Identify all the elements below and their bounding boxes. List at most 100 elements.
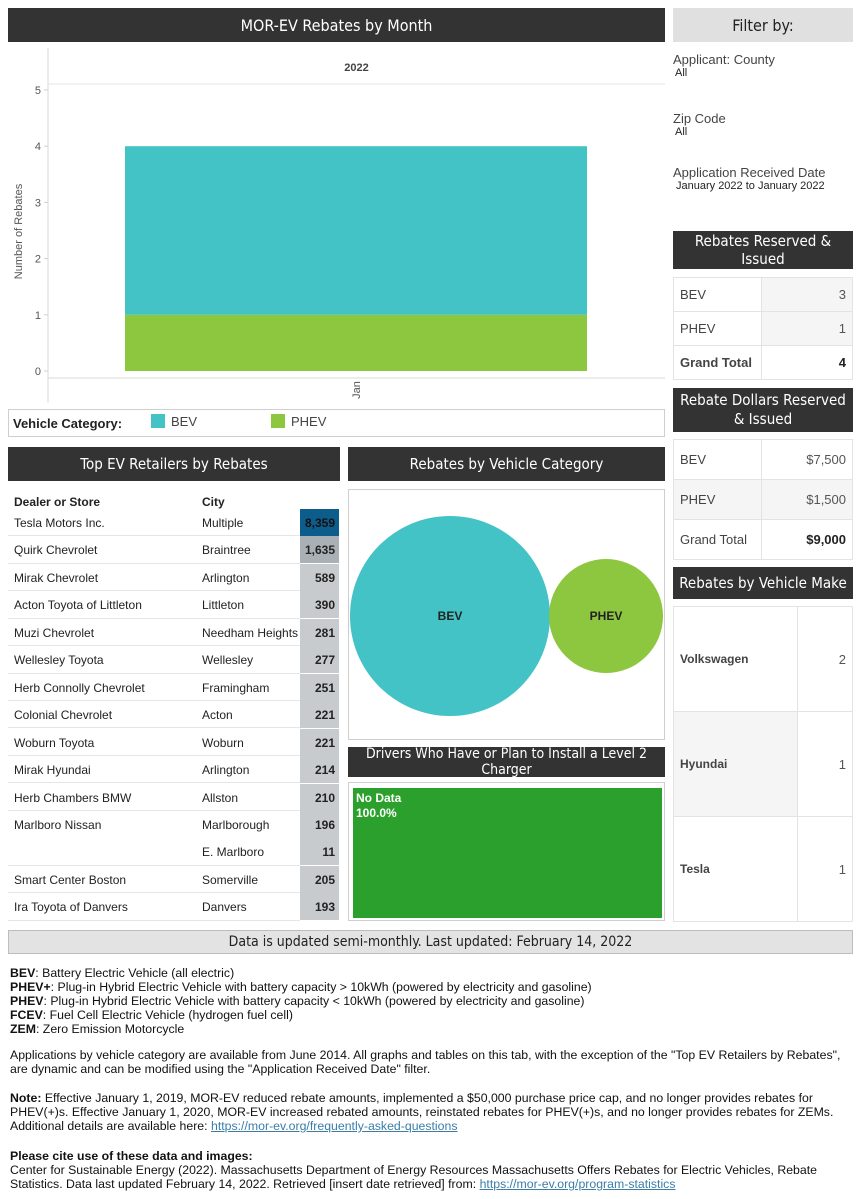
table-row: Quirk Chevrolet Braintree 1,635 [8,536,340,564]
dealer-city: Woburn [202,735,244,750]
total-label: Grand Total [673,519,762,560]
table-row: E. Marlboro 11 [8,838,340,866]
zip-filter-value[interactable]: All [675,126,688,138]
legend-item-bev[interactable]: BEV [171,414,198,429]
bubble-bev[interactable] [350,516,550,716]
dealer-city: Arlington [202,763,250,778]
reserved-issued-title: Rebates Reserved & Issued [673,231,853,269]
rebate-count: 196 [300,810,339,838]
dealer-city: Braintree [202,543,251,558]
dealer-name: Quirk Chevrolet [14,543,98,558]
rebate-count: 205 [300,865,339,893]
y-tick-label: 0 [35,366,41,378]
treemap-cell-no-data[interactable]: No Data 100.0% [353,788,662,918]
dealer-city: Marlborough [202,817,270,832]
table-row: Ira Toyota of Danvers Danvers 193 [8,893,340,921]
dealer-name: Mirak Chevrolet [14,570,99,585]
rebate-count: 221 [300,728,339,756]
category-title: Rebates by Vehicle Category [348,447,665,481]
y-tick-label: 4 [35,141,41,153]
dealer-city: Acton [202,708,233,723]
program-stats-link[interactable]: https://mor-ev.org/program-statistics [479,1177,676,1191]
dealer-name: Muzi Chevrolet [14,625,95,640]
make-count: 1 [797,816,853,922]
make-title: Rebates by Vehicle Make [673,567,853,599]
main-chart-title: MOR-EV Rebates by Month [8,8,665,42]
row-divider [8,699,300,701]
bar-bev-jan[interactable] [125,146,587,315]
make-table: Volkswagen 2 Hyundai 1 Tesla 1 [673,606,853,922]
dealer-name: Marlboro Nissan [14,817,102,832]
dealer-city: E. Marlboro [202,845,265,860]
row-label: BEV [673,277,762,312]
retailers-title: Top EV Retailers by Rebates [8,447,340,481]
definition-desc: : Fuel Cell Electric Vehicle (hydrogen f… [42,1008,293,1022]
legend-item-phev[interactable]: PHEV [291,414,327,429]
bar-phev-jan[interactable] [125,314,587,371]
row-divider [8,645,300,647]
row-divider [8,535,300,537]
rebate-count: 390 [300,591,339,619]
table-row: PHEV $1,500 [673,479,853,520]
charger-panel: No Data 100.0% [348,782,665,921]
table-row: Mirak Chevrolet Arlington 589 [8,563,340,592]
legend-swatch-bev[interactable] [151,414,165,428]
dealer-name: Mirak Hyundai [14,763,91,778]
definitions: BEV: Battery Electric Vehicle (all elect… [10,966,846,1036]
date-filter-label: Application Received Date [673,165,826,180]
cite-heading: Please cite use of these data and images… [10,1149,253,1163]
definition-term: ZEM [10,1022,36,1036]
definition-term: PHEV+ [10,980,51,994]
faq-link[interactable]: https://mor-ev.org/frequently-asked-ques… [210,1119,458,1133]
y-tick-label: 3 [35,197,41,209]
bubble-label-phev: PHEV [590,609,623,623]
legend-swatch-phev[interactable] [271,414,285,428]
table-row: Tesla 1 [673,816,853,922]
rebate-count: 281 [300,618,339,646]
rebate-count: 221 [300,701,339,729]
col-dealer-header: Dealer or Store [14,495,101,509]
row-label: BEV [673,439,762,480]
table-row: PHEV 1 [673,311,853,346]
date-filter-value[interactable]: January 2022 to January 2022 [676,180,825,192]
treemap-value: 100.0% [356,806,397,820]
definition-term: BEV [10,966,36,980]
col-city-header: City [202,495,225,509]
table-row: Acton Toyota of Littleton Littleton 390 [8,591,340,619]
row-divider [8,617,300,619]
rebate-count: 589 [300,563,339,591]
make-name: Tesla [673,816,798,922]
total-value: $9,000 [761,519,853,560]
rebate-count: 210 [300,783,339,811]
county-filter-value[interactable]: All [675,67,688,79]
total-row: Grand Total $9,000 [673,519,853,560]
row-value: $1,500 [761,479,853,520]
treemap-label: No Data [356,791,402,805]
dealer-city: Allston [202,790,239,805]
row-divider [8,754,300,756]
dealer-city: Framingham [202,680,270,695]
y-axis-label: Number of Rebates [13,183,25,279]
dealer-name: Colonial Chevrolet [14,708,113,723]
total-row: Grand Total 4 [673,345,853,380]
category-bubble-chart: BEV PHEV [350,516,663,716]
rebate-count: 8,359 [300,509,339,536]
note-paragraph: Note: Effective January 1, 2019, MOR-EV … [10,1091,846,1133]
total-value: 4 [761,345,853,380]
row-divider [8,919,300,921]
definition-item: FCEV: Fuel Cell Electric Vehicle (hydrog… [10,1008,846,1022]
dealer-name: Herb Chambers BMW [14,790,132,805]
dealer-city: Littleton [202,598,245,613]
dealer-name: Acton Toyota of Littleton [14,598,142,613]
note-label: Note: [10,1091,42,1105]
filter-header: Filter by: [673,8,853,42]
vehicle-category-legend: Vehicle Category: BEV PHEV [8,409,665,437]
bubble-phev[interactable] [549,559,663,673]
table-row: Mirak Hyundai Arlington 214 [8,756,340,784]
update-banner: Data is updated semi-monthly. Last updat… [8,930,853,954]
table-row: Woburn Toyota Woburn 221 [8,728,340,756]
row-value: 3 [761,277,853,312]
definition-item: BEV: Battery Electric Vehicle (all elect… [10,966,846,980]
cite-text: Center for Sustainable Energy (2022). Ma… [10,1163,817,1191]
legend-label: Vehicle Category: [13,416,123,431]
